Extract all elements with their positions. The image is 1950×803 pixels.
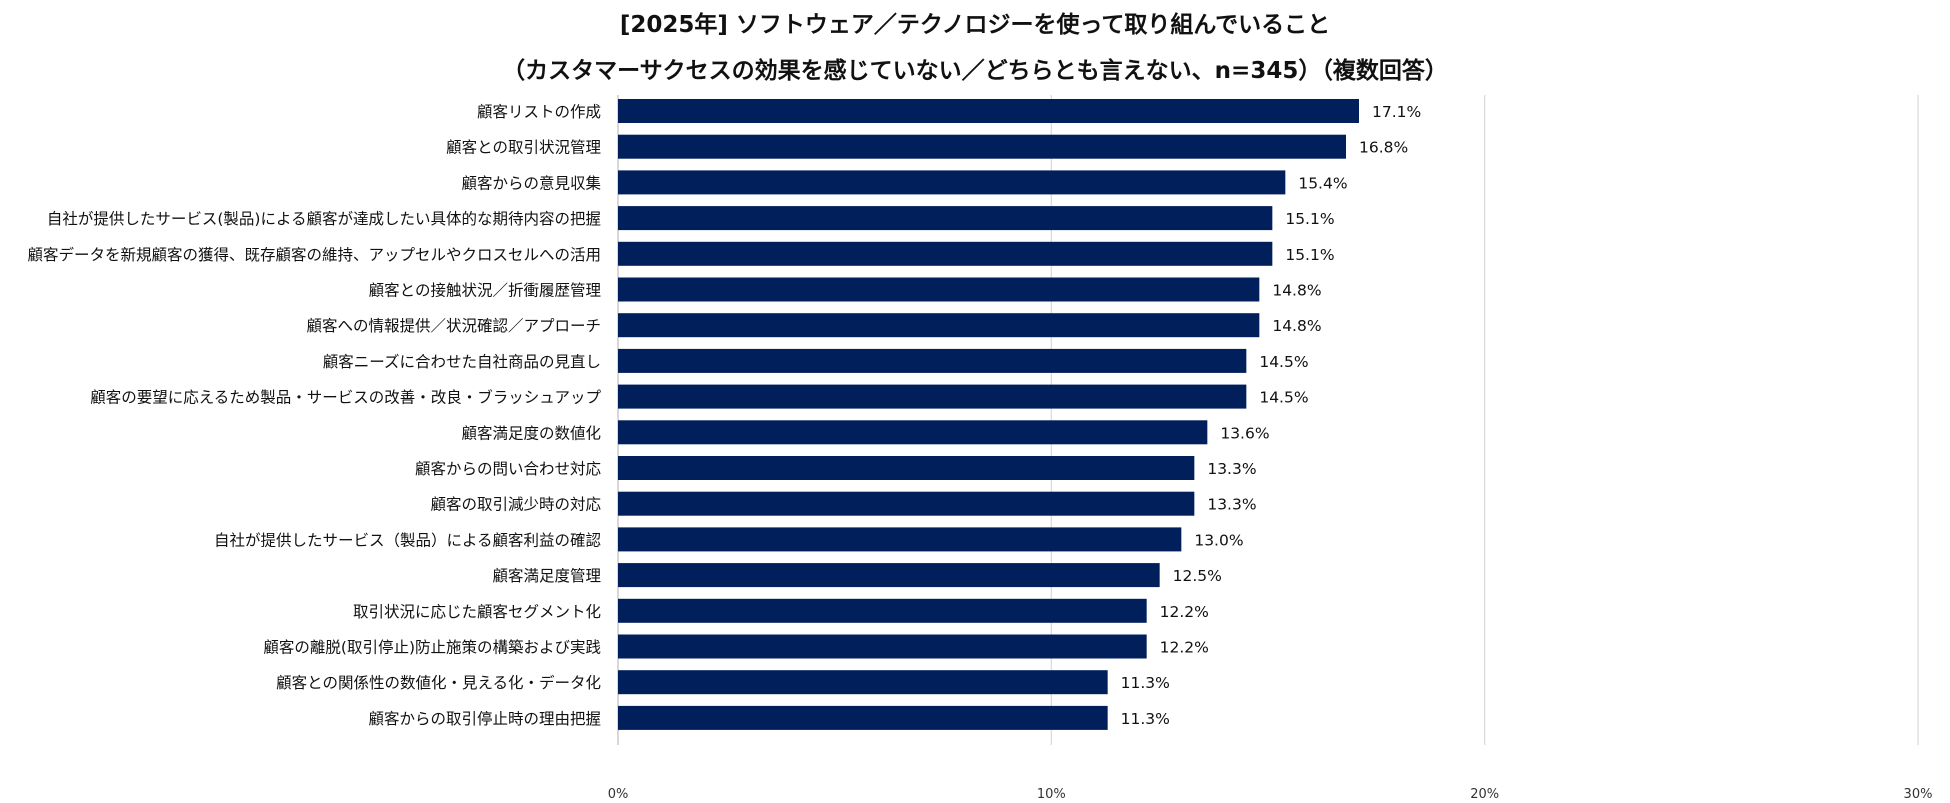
- category-label: 取引状況に応じた顧客セグメント化: [353, 603, 601, 621]
- bar: [618, 563, 1160, 588]
- category-label: 顧客ニーズに合わせた自社商品の見直し: [323, 353, 601, 371]
- data-label: 15.1%: [1285, 210, 1334, 228]
- category-label: 顧客満足度の数値化: [461, 424, 601, 442]
- data-label: 14.5%: [1259, 353, 1308, 371]
- category-label: 顧客の取引減少時の対応: [430, 496, 601, 514]
- bar: [618, 456, 1195, 480]
- bar: [618, 420, 1208, 445]
- category-label: 顧客の離脱(取引停止)防止施策の構築および実践: [263, 639, 601, 657]
- data-label: 13.3%: [1207, 496, 1256, 514]
- data-label: 12.2%: [1160, 639, 1209, 657]
- x-tick-label: 30%: [1904, 787, 1933, 802]
- bar: [618, 705, 1108, 730]
- bars: [618, 99, 1359, 730]
- category-label: 顧客との取引状況管理: [446, 139, 601, 157]
- data-label: 14.8%: [1272, 282, 1321, 300]
- category-label: 顧客との関係性の数値化・見える化・データ化: [276, 673, 601, 692]
- bar: [618, 241, 1273, 266]
- bar: [618, 206, 1273, 231]
- x-tick-label: 10%: [1037, 787, 1066, 802]
- category-label: 顧客リストの作成: [477, 103, 601, 121]
- bar: [618, 170, 1286, 195]
- data-label: 14.5%: [1259, 389, 1308, 407]
- bar: [618, 134, 1346, 159]
- bar: [618, 634, 1147, 659]
- category-label: 自社が提供したサービス（製品）による顧客利益の確認: [214, 531, 601, 549]
- data-label: 13.3%: [1207, 460, 1256, 478]
- data-label: 11.3%: [1121, 710, 1170, 728]
- category-labels: 顧客リストの作成顧客との取引状況管理顧客からの意見収集自社が提供したサービス(製…: [27, 103, 601, 728]
- bar: [618, 598, 1147, 623]
- bar: [618, 527, 1182, 552]
- bar: [618, 384, 1247, 409]
- data-label: 13.6%: [1220, 424, 1269, 442]
- category-label: 顧客の要望に応えるため製品・サービスの改善・改良・ブラッシュアップ: [90, 388, 601, 407]
- data-label: 15.4%: [1298, 174, 1347, 192]
- category-label: 顧客満足度管理: [492, 567, 601, 585]
- bar: [618, 670, 1108, 695]
- chart-subtitle: （カスタマーサクセスの効果を感じていない／どちらとも言えない、n=345）（複数…: [502, 58, 1448, 84]
- bar: [618, 99, 1359, 123]
- category-label: 顧客への情報提供／状況確認／アプローチ: [306, 317, 601, 335]
- category-label: 顧客からの意見収集: [461, 173, 601, 192]
- bar: [618, 348, 1247, 373]
- category-label: 顧客からの問い合わせ対応: [415, 460, 602, 478]
- x-axis-ticks: 0% 10% 20% 30%: [608, 787, 1933, 802]
- data-label: 11.3%: [1121, 674, 1170, 692]
- data-label: 13.0%: [1194, 531, 1243, 549]
- category-label: 顧客からの取引停止時の理由把握: [368, 710, 601, 728]
- data-label: 15.1%: [1285, 246, 1334, 264]
- data-label: 12.5%: [1173, 567, 1222, 585]
- data-label: 16.8%: [1359, 139, 1408, 157]
- data-label: 17.1%: [1372, 103, 1421, 121]
- chart-title: [2025年] ソフトウェア／テクノロジーを使って取り組んでいること: [619, 12, 1331, 38]
- x-tick-label: 0%: [608, 787, 629, 802]
- category-label: 顧客との接触状況／折衝履歴管理: [369, 282, 601, 300]
- data-label: 12.2%: [1160, 603, 1209, 621]
- bar: [618, 491, 1195, 516]
- value-labels: 17.1% 16.8% 15.4% 15.1% 15.1% 14.8% 14.8% 14.5%…: [1121, 103, 1422, 728]
- bar: [618, 313, 1260, 338]
- bar: [618, 277, 1260, 302]
- data-label: 14.8%: [1272, 317, 1321, 335]
- category-label: 自社が提供したサービス(製品)による顧客が達成したい具体的な期待内容の把握: [47, 210, 601, 228]
- category-label: 顧客データを新規顧客の獲得、既存顧客の維持、アップセルやクロスセルへの活用: [27, 245, 601, 264]
- x-tick-label: 20%: [1470, 787, 1499, 802]
